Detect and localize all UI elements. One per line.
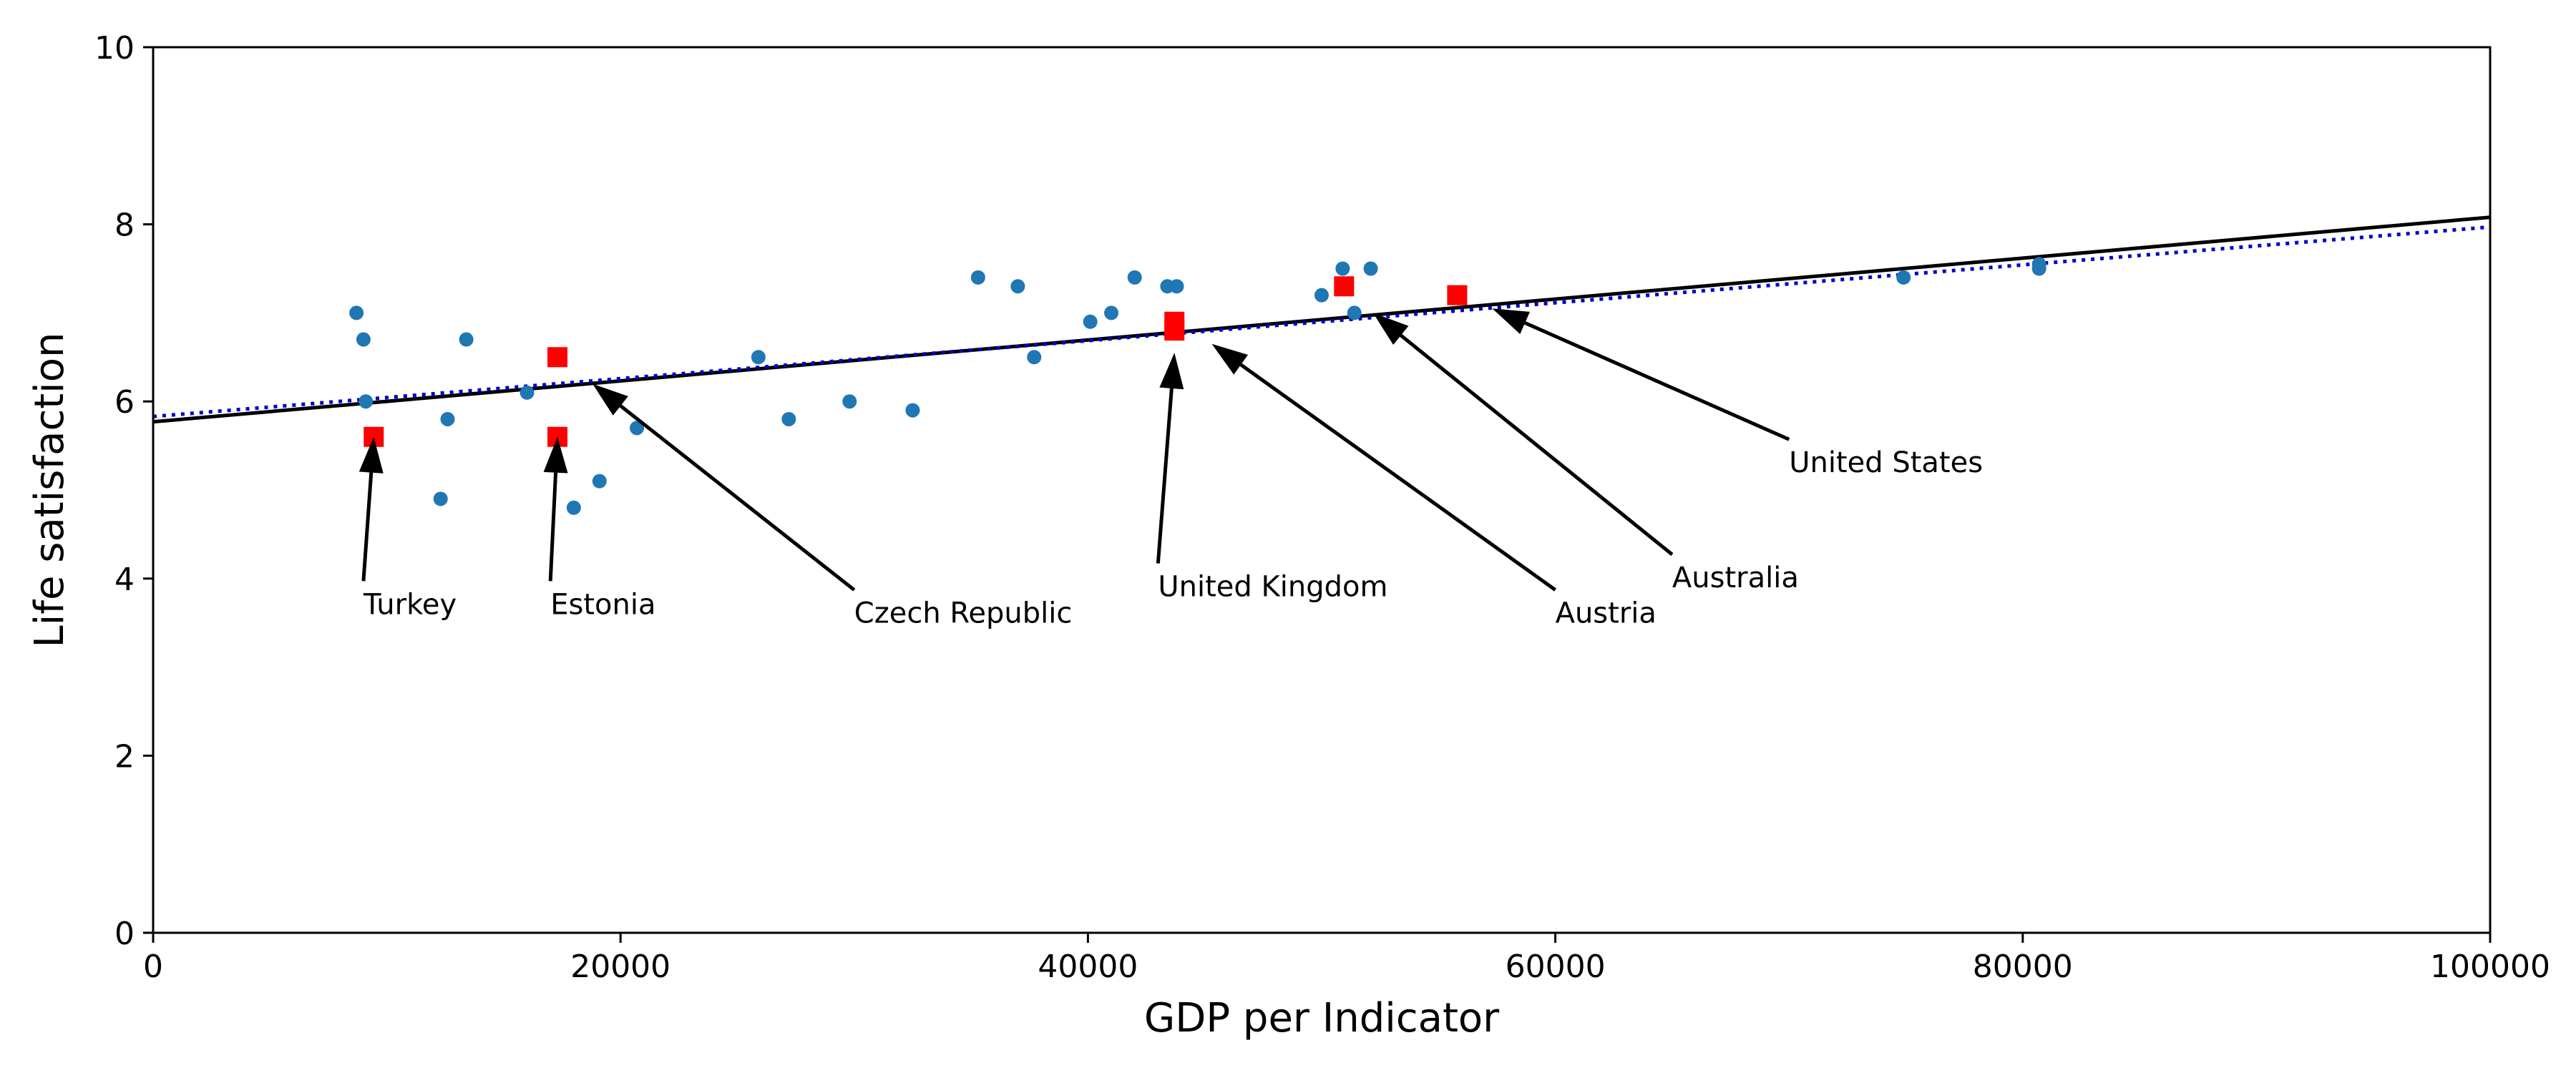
trend-lines [153,215,2490,424]
annotation-arrow-head [1372,313,1409,346]
country-point [751,350,766,365]
country-point [1104,305,1119,320]
annotation: Turkey [358,436,457,621]
annotation-arrow-head [592,383,628,416]
annotation: Estonia [543,436,655,621]
highlighted-country-point [1164,311,1185,332]
annotation: Austria [1211,343,1657,630]
x-tick-label: 80000 [1973,949,2073,985]
country-point [2031,257,2046,272]
plot-background [153,47,2490,933]
y-axis-ticks: 0 2 4 6 8 10 [94,30,153,952]
country-point [1896,270,1911,285]
x-axis-label: GDP per Indicator [1144,995,1500,1042]
country-point [349,305,364,320]
annotation: Australia [1372,313,1799,594]
x-tick-label: 0 [143,949,163,985]
country-point [519,385,535,400]
x-tick-label: 40000 [1038,949,1138,985]
annotation-arrow-shaft [548,472,558,582]
country-point [1347,305,1362,320]
y-tick-label: 10 [94,30,135,67]
annotation-arrow-head [1159,353,1184,390]
annotation-arrow-shaft [1239,363,1557,592]
annotation-arrow-head [543,436,568,474]
country-point [358,394,374,409]
x-tick-label: 20000 [570,949,670,985]
country-point [566,500,581,515]
dotted-fit-line [153,225,2490,418]
annotation-arrow-shaft [619,404,856,592]
country-point [781,411,796,426]
annotation-label: Estonia [550,588,655,621]
annotation-label: Czech Republic [854,597,1073,630]
y-tick-label: 6 [114,384,135,421]
y-axis-label: Life satisfaction [26,333,73,648]
country-point [630,421,645,436]
country-point [905,403,920,418]
y-tick-label: 4 [114,562,135,598]
country-point [842,394,857,409]
annotation-arrow-shaft [361,472,374,582]
annotations: Turkey Estonia Czech Republic United Kingdo… [358,308,1983,630]
country-point [1083,314,1098,329]
country-point [1027,350,1042,365]
highlighted-country-point [1447,285,1468,305]
country-point [459,332,474,347]
annotation-label: Australia [1672,562,1799,594]
highlighted-country-point [547,347,568,368]
country-point [440,411,455,426]
x-tick-label: 100000 [2430,949,2550,985]
country-point [1169,279,1184,294]
annotation-arrow-shaft [1156,388,1174,564]
country-point [356,332,371,347]
highlighted-country-point [1334,276,1355,297]
annotation-arrow-head [1211,343,1249,375]
y-tick-label: 2 [114,738,135,775]
annotation: United States [1492,308,1983,479]
country-point [970,270,985,285]
annotation-label: United States [1789,446,1983,479]
annotation-arrow-shaft [1400,333,1674,557]
country-point [592,474,607,489]
annotation-arrow-shaft [1524,321,1790,441]
country-point [1363,261,1378,276]
annotation-label: Austria [1556,597,1657,630]
annotation-arrow-head [1492,308,1531,334]
annotation: Czech Republic [592,383,1073,630]
annotation-label: Turkey [363,588,457,621]
country-point [1314,288,1329,303]
solid-fit-line [153,215,2490,424]
data-points [349,257,2046,515]
country-point [1127,270,1142,285]
x-tick-label: 60000 [1506,949,1606,985]
annotation: United Kingdom [1156,353,1387,604]
y-tick-label: 8 [114,207,135,244]
country-point [1010,279,1025,294]
annotation-label: United Kingdom [1158,571,1387,604]
country-point [433,491,448,506]
x-axis-ticks: 0 20000 40000 60000 80000 100000 [143,933,2550,985]
y-tick-label: 0 [114,916,135,952]
country-point [1335,261,1350,276]
annotation-arrow-head [358,436,384,474]
plot-frame [152,46,2492,934]
